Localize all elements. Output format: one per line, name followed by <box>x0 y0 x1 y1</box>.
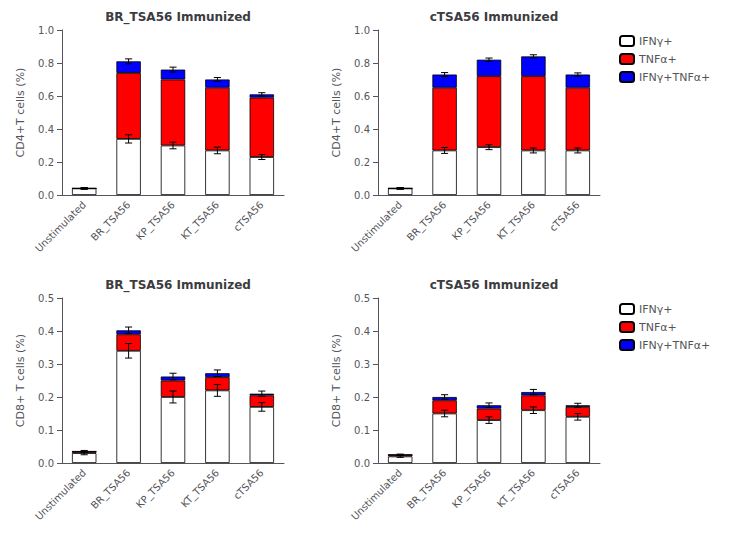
svg-text:BR_TSA56 Immunized: BR_TSA56 Immunized <box>105 10 251 25</box>
svg-text:BR_TSA56 Immunized: BR_TSA56 Immunized <box>105 278 251 293</box>
svg-text:IFNγ+TNFα+: IFNγ+TNFα+ <box>639 339 710 352</box>
svg-text:cTSA56: cTSA56 <box>231 199 265 233</box>
svg-text:0.4: 0.4 <box>354 124 370 135</box>
svg-text:0.0: 0.0 <box>354 190 370 201</box>
svg-text:0.6: 0.6 <box>38 91 54 102</box>
svg-text:BR_TSA56: BR_TSA56 <box>89 467 134 512</box>
svg-text:0.2: 0.2 <box>38 157 54 168</box>
svg-text:cTSA56: cTSA56 <box>547 199 581 233</box>
svg-text:0.5: 0.5 <box>354 293 370 304</box>
svg-text:KP_TSA56: KP_TSA56 <box>134 467 178 511</box>
svg-text:CD8+ T cells (%): CD8+ T cells (%) <box>330 334 343 427</box>
svg-text:0.4: 0.4 <box>354 326 370 337</box>
svg-text:0.2: 0.2 <box>354 157 370 168</box>
svg-text:Unstimulated: Unstimulated <box>33 467 88 522</box>
svg-text:0.2: 0.2 <box>354 392 370 403</box>
svg-text:0.4: 0.4 <box>38 326 54 337</box>
svg-text:0.0: 0.0 <box>38 458 54 469</box>
svg-text:IFNγ+: IFNγ+ <box>639 303 673 316</box>
svg-text:0.0: 0.0 <box>354 458 370 469</box>
svg-text:KT_TSA56: KT_TSA56 <box>495 199 538 242</box>
svg-text:0.2: 0.2 <box>38 392 54 403</box>
svg-text:cTSA56: cTSA56 <box>547 467 581 501</box>
svg-text:0.6: 0.6 <box>354 91 370 102</box>
svg-text:TNFα+: TNFα+ <box>638 321 677 334</box>
svg-text:Unstimulated: Unstimulated <box>349 467 404 522</box>
svg-text:Unstimulated: Unstimulated <box>33 199 88 254</box>
svg-text:BR_TSA56: BR_TSA56 <box>405 467 450 512</box>
svg-text:0.8: 0.8 <box>354 58 370 69</box>
svg-text:0.8: 0.8 <box>38 58 54 69</box>
svg-text:0.1: 0.1 <box>354 425 370 436</box>
svg-text:0.1: 0.1 <box>38 425 54 436</box>
svg-text:0.3: 0.3 <box>354 359 370 370</box>
svg-text:0.0: 0.0 <box>38 190 54 201</box>
svg-text:cTSA56 Immunized: cTSA56 Immunized <box>430 278 559 292</box>
svg-text:KT_TSA56: KT_TSA56 <box>495 467 538 510</box>
svg-text:cTSA56: cTSA56 <box>231 467 265 501</box>
svg-text:KP_TSA56: KP_TSA56 <box>450 199 494 243</box>
svg-text:TNFα+: TNFα+ <box>638 53 677 66</box>
svg-text:KP_TSA56: KP_TSA56 <box>134 199 178 243</box>
svg-text:CD8+ T cells (%): CD8+ T cells (%) <box>14 334 27 427</box>
svg-text:cTSA56 Immunized: cTSA56 Immunized <box>430 10 559 24</box>
svg-text:IFNγ+: IFNγ+ <box>639 35 673 48</box>
svg-text:Unstimulated: Unstimulated <box>349 199 404 254</box>
svg-text:1.0: 1.0 <box>354 25 370 36</box>
svg-text:BR_TSA56: BR_TSA56 <box>405 199 450 244</box>
svg-text:KT_TSA56: KT_TSA56 <box>179 467 222 510</box>
svg-text:BR_TSA56: BR_TSA56 <box>89 199 134 244</box>
svg-text:KT_TSA56: KT_TSA56 <box>179 199 222 242</box>
svg-text:0.4: 0.4 <box>38 124 54 135</box>
svg-text:0.3: 0.3 <box>38 359 54 370</box>
svg-text:CD4+T cells (%): CD4+T cells (%) <box>14 68 27 158</box>
svg-text:IFNγ+TNFα+: IFNγ+TNFα+ <box>639 71 710 84</box>
svg-text:0.5: 0.5 <box>38 293 54 304</box>
svg-text:1.0: 1.0 <box>38 25 54 36</box>
svg-text:CD4+T cells (%): CD4+T cells (%) <box>330 68 343 158</box>
svg-text:KP_TSA56: KP_TSA56 <box>450 467 494 511</box>
